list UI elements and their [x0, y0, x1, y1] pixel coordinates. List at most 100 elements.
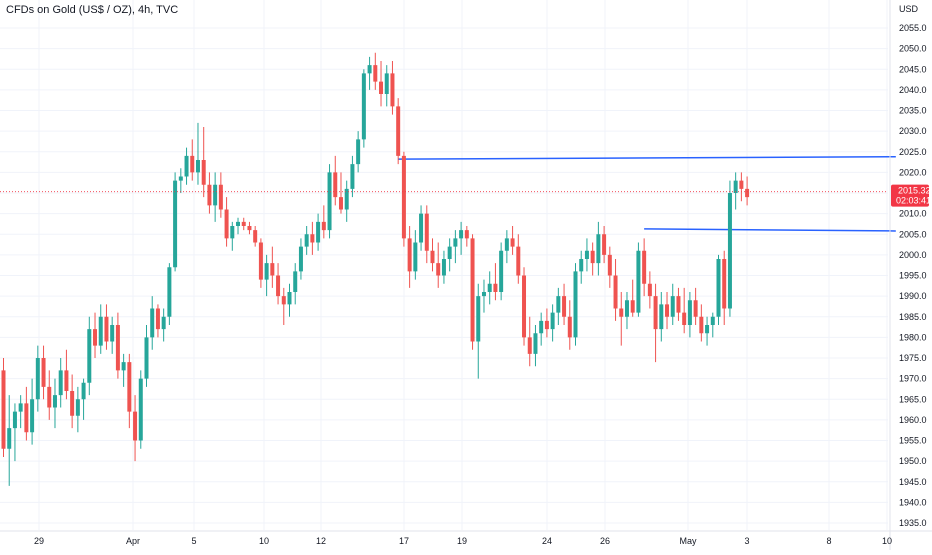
candle-body	[447, 246, 452, 259]
candle	[516, 234, 521, 284]
candle	[144, 325, 149, 387]
candle-body	[7, 428, 12, 449]
candle	[533, 325, 538, 367]
y-tick-label: 2005.0	[899, 229, 927, 239]
candle-body	[493, 283, 498, 292]
horizontal-line[interactable]	[398, 155, 896, 160]
candle-body	[487, 283, 492, 292]
candle-body	[115, 325, 120, 371]
countdown-label: 02:03:41	[896, 196, 931, 206]
candle-body	[81, 382, 86, 400]
candle	[596, 221, 601, 276]
candle-body	[218, 184, 223, 210]
candle-body	[539, 320, 544, 334]
candle-body	[195, 160, 200, 173]
candle-body	[230, 226, 235, 239]
candle	[470, 234, 475, 350]
candle	[213, 172, 218, 222]
candle-body	[167, 267, 172, 317]
candle-body	[562, 296, 567, 317]
candle-body	[470, 238, 475, 342]
candle	[338, 172, 343, 214]
candle-body	[676, 296, 681, 313]
candle	[699, 304, 704, 342]
chart-title: CFDs on Gold (US$ / OZ), 4h, TVC	[6, 4, 179, 16]
candle	[659, 292, 664, 342]
candle-body	[739, 180, 744, 189]
candle-body	[693, 300, 698, 317]
candle-body	[121, 362, 126, 371]
candle-body	[373, 65, 378, 82]
candle	[722, 250, 727, 325]
candle-body	[98, 316, 103, 346]
candle-body	[567, 316, 572, 338]
price-label: 2015.32	[898, 186, 931, 196]
candle	[745, 176, 750, 206]
candle-body	[716, 259, 721, 317]
candle	[367, 56, 372, 90]
candle	[1, 358, 6, 457]
candle	[87, 316, 92, 396]
candle-body	[544, 320, 549, 330]
candle	[424, 205, 429, 264]
candle	[705, 316, 710, 346]
candle-body	[247, 226, 252, 231]
candle-body	[504, 238, 509, 251]
candle	[739, 172, 744, 202]
candle	[710, 312, 715, 338]
candle-body	[47, 386, 52, 408]
candle	[544, 308, 549, 338]
candle	[407, 226, 412, 288]
candle	[653, 283, 658, 363]
candle	[447, 238, 452, 272]
x-tick-label: 10	[259, 536, 269, 546]
candle	[167, 263, 172, 325]
candle-body	[613, 275, 618, 309]
candle-body	[596, 234, 601, 264]
candle	[356, 131, 361, 173]
candle	[115, 312, 120, 379]
candle	[579, 250, 584, 284]
candle-body	[699, 316, 704, 334]
x-tick-label: 8	[826, 536, 831, 546]
candle-body	[516, 246, 521, 276]
candle	[499, 242, 504, 301]
candle	[173, 172, 178, 272]
candle-body	[327, 172, 332, 231]
candle-body	[459, 230, 464, 239]
candle-body	[722, 259, 727, 309]
candle-body	[87, 329, 92, 383]
candle	[7, 395, 12, 486]
candle	[504, 230, 509, 264]
candle	[562, 283, 567, 325]
candle-body	[144, 337, 149, 379]
x-tick-label: 29	[34, 536, 44, 546]
candle-body	[464, 230, 469, 239]
candle	[316, 213, 321, 251]
candle	[573, 263, 578, 346]
candle	[682, 287, 687, 334]
candle-body	[670, 296, 675, 317]
horizontal-line[interactable]	[644, 228, 896, 232]
candle-body	[419, 213, 424, 243]
candle-body	[584, 250, 589, 259]
candle	[35, 345, 40, 412]
candle	[241, 217, 246, 231]
candle-body	[436, 263, 441, 276]
candle	[218, 172, 223, 218]
candle	[52, 378, 57, 429]
candle	[195, 122, 200, 185]
y-tick-label: 1975.0	[899, 353, 927, 363]
candle	[527, 316, 532, 367]
x-tick-label: 5	[191, 536, 196, 546]
y-tick-label: 2010.0	[899, 209, 927, 219]
candle	[624, 292, 629, 330]
candle	[487, 271, 492, 305]
candle	[253, 226, 258, 247]
candle	[419, 205, 424, 251]
trend-lines	[398, 155, 896, 232]
candle	[58, 358, 63, 408]
candle-body	[727, 193, 732, 309]
